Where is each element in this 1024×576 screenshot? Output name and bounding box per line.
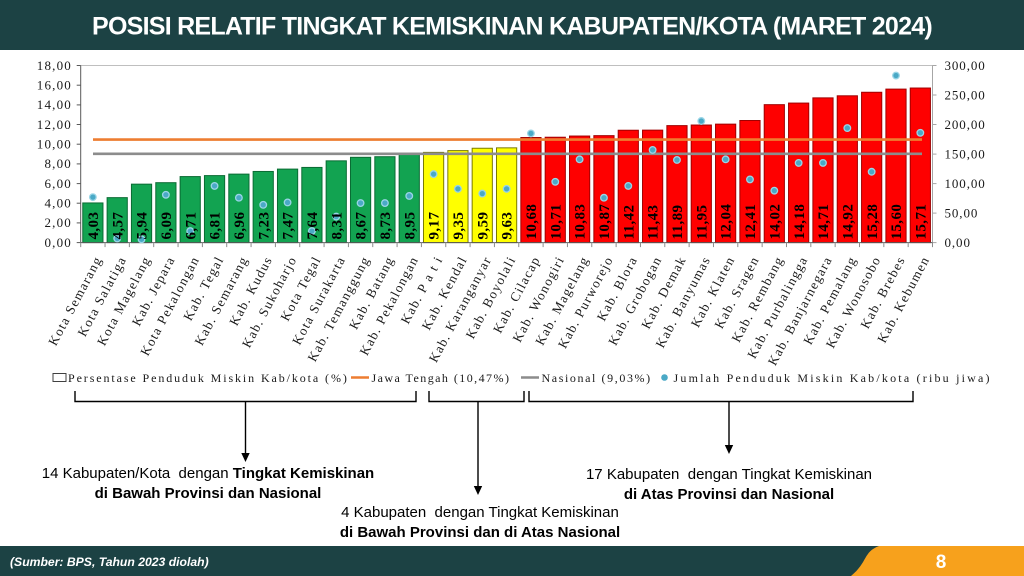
svg-text:5,94: 5,94 [135, 212, 151, 240]
svg-text:10,00: 10,00 [37, 137, 72, 152]
svg-text:100,00: 100,00 [945, 176, 986, 191]
svg-text:9,17: 9,17 [427, 212, 443, 240]
svg-text:14,00: 14,00 [37, 97, 72, 112]
svg-text:14,92: 14,92 [840, 204, 856, 240]
svg-text:7,23: 7,23 [256, 212, 272, 240]
svg-text:6,71: 6,71 [183, 212, 199, 240]
svg-text:4,57: 4,57 [110, 212, 126, 240]
svg-text:6,00: 6,00 [44, 176, 72, 191]
svg-text:7,64: 7,64 [305, 212, 321, 240]
svg-text:9,59: 9,59 [475, 212, 491, 240]
svg-text:8,31: 8,31 [329, 212, 345, 240]
svg-text:8,00: 8,00 [44, 156, 72, 171]
svg-text:Jumlah Penduduk Miskin Kab/kot: Jumlah Penduduk Miskin Kab/kota (ribu ji… [674, 371, 992, 385]
svg-text:di Bawah Provinsi dan Nasional: di Bawah Provinsi dan Nasional [95, 485, 322, 502]
svg-text:150,00: 150,00 [945, 146, 986, 161]
svg-text:11,42: 11,42 [621, 205, 637, 240]
svg-text:12,00: 12,00 [37, 117, 72, 132]
svg-text:di Bawah Provinsi dan di Atas: di Bawah Provinsi dan di Atas Nasional [340, 524, 620, 541]
svg-text:(Sumber: BPS, Tahun 2023 diola: (Sumber: BPS, Tahun 2023 diolah) [10, 555, 209, 569]
svg-text:6,96: 6,96 [232, 212, 248, 240]
svg-text:11,95: 11,95 [694, 205, 710, 240]
svg-text:11,43: 11,43 [646, 205, 662, 240]
svg-text:Persentase Penduduk Miskin Kab: Persentase Penduduk Miskin Kab/kota (%) [68, 371, 349, 385]
svg-text:12,41: 12,41 [743, 204, 759, 240]
svg-text:6,81: 6,81 [208, 212, 224, 240]
svg-text:8: 8 [936, 552, 947, 573]
svg-text:0,00: 0,00 [945, 235, 971, 250]
svg-text:15,71: 15,71 [913, 204, 929, 240]
svg-text:8,95: 8,95 [402, 212, 418, 240]
svg-text:10,68: 10,68 [524, 204, 540, 240]
svg-text:16,00: 16,00 [37, 78, 72, 93]
svg-text:8,67: 8,67 [354, 212, 370, 240]
svg-text:8,73: 8,73 [378, 212, 394, 240]
svg-text:11,89: 11,89 [670, 205, 686, 240]
svg-text:10,71: 10,71 [548, 204, 564, 240]
svg-text:2,00: 2,00 [44, 215, 72, 230]
svg-text:300,00: 300,00 [945, 58, 986, 73]
svg-text:17 Kabupaten dengan Tingkat K: 17 Kabupaten dengan Tingkat Kemiskinan [586, 466, 872, 483]
svg-text:50,00: 50,00 [945, 205, 979, 220]
svg-text:9,35: 9,35 [451, 212, 467, 240]
svg-text:250,00: 250,00 [945, 87, 986, 102]
svg-text:4 Kabupaten dengan Tingkat Ke: 4 Kabupaten dengan Tingkat Kemiskinan [341, 504, 619, 521]
svg-text:14 Kabupaten/Kota dengan Ting: 14 Kabupaten/Kota dengan Tingkat Kemiski… [42, 465, 374, 482]
svg-text:4,03: 4,03 [86, 212, 102, 240]
svg-text:14,02: 14,02 [767, 204, 783, 240]
svg-text:15,60: 15,60 [889, 204, 905, 240]
svg-text:4,00: 4,00 [44, 196, 72, 211]
svg-text:Nasional (9,03%): Nasional (9,03%) [542, 371, 652, 385]
svg-text:0,00: 0,00 [44, 235, 72, 250]
svg-text:Jawa Tengah (10,47%): Jawa Tengah (10,47%) [372, 371, 511, 385]
svg-text:7,47: 7,47 [281, 212, 297, 240]
svg-text:15,28: 15,28 [865, 204, 881, 240]
svg-text:6,09: 6,09 [159, 212, 175, 240]
svg-text:10,83: 10,83 [573, 204, 589, 240]
svg-text:14,18: 14,18 [792, 204, 808, 240]
svg-text:14,71: 14,71 [816, 204, 832, 240]
svg-text:10,87: 10,87 [597, 204, 613, 240]
svg-text:POSISI RELATIF TINGKAT KEMISKI: POSISI RELATIF TINGKAT KEMISKINAN KABUPA… [92, 13, 932, 41]
svg-text:200,00: 200,00 [945, 117, 986, 132]
svg-text:9,63: 9,63 [500, 212, 516, 240]
svg-text:12,04: 12,04 [719, 204, 735, 240]
svg-text:18,00: 18,00 [37, 58, 72, 73]
svg-text:di Atas Provinsi dan Nasional: di Atas Provinsi dan Nasional [624, 486, 834, 503]
